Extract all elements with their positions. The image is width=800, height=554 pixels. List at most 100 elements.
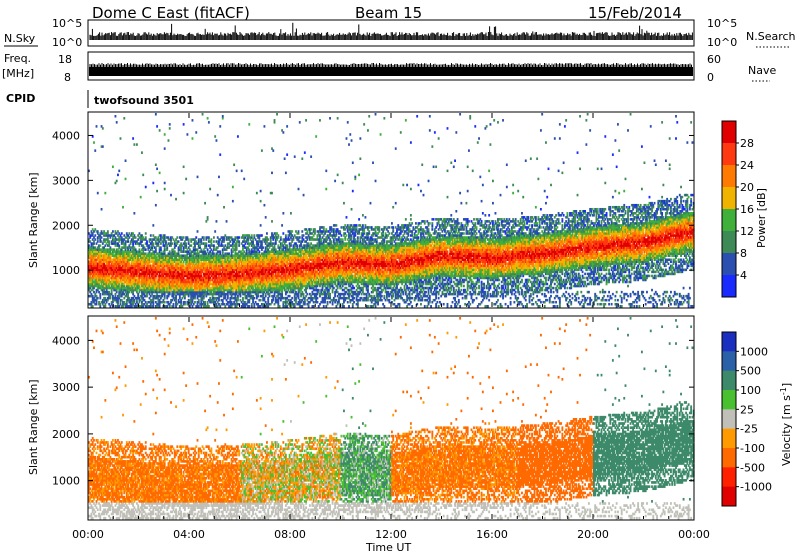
power-cell: [145, 232, 147, 235]
power-cell: [178, 240, 180, 243]
power-cell: [125, 159, 127, 162]
power-cell: [272, 149, 274, 152]
power-cell: [195, 236, 197, 239]
power-cell: [299, 236, 301, 239]
freq-tick-high: 18: [58, 53, 72, 66]
power-cell: [260, 190, 262, 193]
power-cell: [301, 157, 303, 160]
power-cell: [205, 242, 207, 245]
power-cell: [173, 303, 175, 306]
power-cell: [260, 224, 262, 227]
power-cell: [197, 230, 199, 233]
nave-tick-high: 60: [707, 53, 721, 66]
power-cell: [183, 166, 185, 169]
power-cell: [120, 137, 122, 140]
power-cell: [286, 125, 288, 128]
freq-unit: [MHz]: [2, 67, 34, 80]
power-cell: [253, 297, 255, 300]
power-cell: [210, 238, 212, 241]
power-cell: [204, 202, 206, 205]
nsearch-label: N.Search: [746, 30, 796, 43]
power-cell: [282, 131, 284, 134]
power-cell: [207, 216, 209, 219]
power-cell: [202, 113, 204, 116]
power-cell: [303, 234, 305, 237]
power-cell: [160, 246, 162, 249]
power-cell: [298, 230, 300, 233]
power-cell: [116, 121, 118, 124]
power-cell: [213, 240, 215, 243]
power-cell: [101, 236, 103, 239]
power-cell: [208, 305, 210, 308]
power-cell: [209, 188, 211, 191]
power-cell: [155, 164, 157, 167]
power-cell: [190, 244, 192, 247]
power-cell: [236, 170, 238, 173]
power-cell: [261, 234, 263, 237]
power-cell: [99, 293, 101, 296]
power-cell: [156, 125, 158, 128]
cpid-value: twofsound 3501: [94, 94, 194, 107]
power-cell: [286, 244, 288, 247]
power-cell: [242, 297, 244, 300]
power-cell: [238, 240, 240, 243]
power-cell: [233, 164, 235, 167]
power-cell: [135, 236, 137, 239]
power-cell: [140, 196, 142, 199]
freq-trace: [89, 67, 693, 76]
power-cell: [194, 301, 196, 304]
power-cell: [248, 123, 250, 126]
power-cell: [185, 242, 187, 245]
power-cell: [263, 125, 265, 128]
power-cell: [150, 234, 152, 237]
power-cell: [216, 139, 218, 142]
power-cell: [226, 220, 228, 223]
power-cell: [219, 153, 221, 156]
power-cell: [289, 295, 291, 298]
power-cell: [116, 180, 118, 183]
power-cell: [92, 305, 94, 308]
power-cell: [104, 192, 106, 195]
power-cell: [164, 301, 166, 304]
nsky-trace: [90, 23, 692, 40]
nave-label: Nave: [748, 64, 776, 77]
power-cell: [274, 119, 276, 122]
power-cell: [112, 166, 114, 169]
power-cell: [159, 129, 161, 132]
power-cell: [156, 168, 158, 171]
power-cell: [108, 240, 110, 243]
power-cell: [123, 117, 125, 120]
date-label: 15/Feb/2014: [588, 4, 682, 22]
power-cell: [256, 192, 258, 195]
power-cell: [112, 230, 114, 233]
power-cell: [155, 204, 157, 207]
power-cell: [251, 234, 253, 237]
power-cell: [171, 242, 173, 245]
power-cell: [282, 232, 284, 235]
freq-strip: Freq. [MHz] 18 8 60 0 Nave: [2, 52, 776, 84]
cpid-label: CPID: [6, 92, 35, 105]
freq-label: Freq.: [4, 52, 31, 65]
power-cell: [132, 137, 134, 140]
power-cell: [118, 244, 120, 247]
nsky-tick-low: 10^0: [52, 36, 82, 49]
power-cell: [125, 178, 127, 181]
power-cell: [306, 293, 308, 296]
power-cell: [203, 236, 205, 239]
power-cell: [299, 121, 301, 124]
power-cell: [156, 190, 158, 193]
power-cell: [263, 204, 265, 207]
power-cell: [281, 224, 283, 227]
power-cell: [198, 299, 200, 302]
power-cell: [219, 125, 221, 128]
power-cell: [213, 236, 215, 239]
power-cell: [301, 230, 303, 233]
power-cell: [261, 149, 263, 152]
power-cell: [169, 123, 171, 126]
power-cell: [176, 236, 178, 239]
power-cell: [169, 127, 171, 130]
power-cell: [217, 194, 219, 197]
nsky-label: N.Sky: [4, 32, 36, 45]
plot-title: Dome C East (fitACF): [92, 4, 250, 22]
